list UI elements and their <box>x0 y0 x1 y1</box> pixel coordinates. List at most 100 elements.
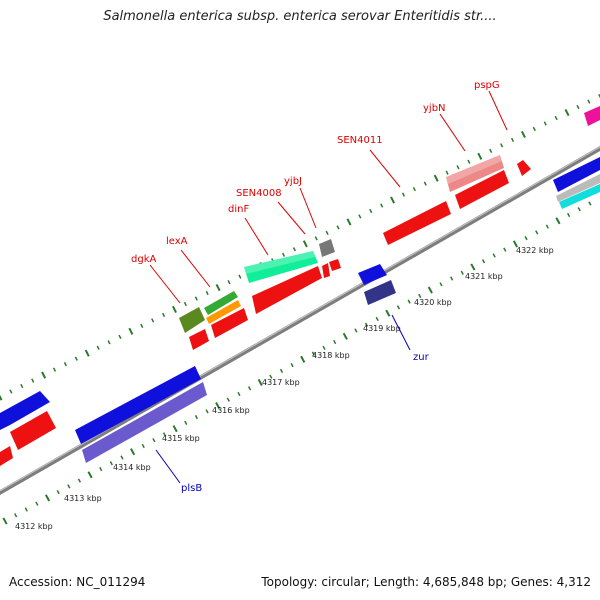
gene-label[interactable]: lexA <box>166 236 188 247</box>
tick-label: 4313 kbp <box>64 494 102 503</box>
tick-mark <box>237 391 241 397</box>
gene-label[interactable]: yjbN <box>423 103 446 114</box>
gene-feature[interactable] <box>364 280 396 305</box>
tick-mark <box>456 165 460 170</box>
tick-mark <box>56 490 60 495</box>
tick-mark <box>77 478 82 483</box>
gene-label[interactable]: SEN4008 <box>236 188 282 199</box>
gene-label[interactable]: SEN4011 <box>337 135 383 146</box>
tick-mark <box>512 240 518 248</box>
tick-mark <box>477 152 483 160</box>
gene-label[interactable]: zur <box>413 352 430 363</box>
tick-mark <box>503 247 507 252</box>
tick-mark <box>520 130 526 138</box>
feature-shading <box>244 155 502 274</box>
tick-mark <box>576 104 580 110</box>
tick-mark <box>470 263 476 271</box>
gene-feature[interactable] <box>553 157 600 192</box>
tick-mark <box>433 174 439 182</box>
tick-mark <box>96 345 100 350</box>
gene-label[interactable]: plsB <box>181 483 202 494</box>
tick-mark <box>460 270 464 275</box>
gene-feature[interactable] <box>204 291 238 315</box>
tick-mark <box>396 305 401 310</box>
tick-mark <box>566 212 571 218</box>
gene-feature[interactable] <box>559 184 600 209</box>
tick-mark <box>279 368 284 374</box>
tick-mark <box>588 201 592 206</box>
tick-mark <box>205 290 209 296</box>
tick-mark <box>269 374 273 379</box>
gene-feature[interactable] <box>211 308 248 338</box>
gene-label[interactable]: yjbJ <box>284 176 302 187</box>
tick-mark <box>118 334 122 339</box>
gene-feature[interactable] <box>584 106 600 126</box>
gene-feature[interactable] <box>329 259 341 271</box>
tick-mark <box>554 115 558 121</box>
tick-mark <box>41 371 47 379</box>
tick-mark <box>510 137 515 143</box>
gene-feature[interactable] <box>179 307 205 333</box>
tick-mark <box>2 517 8 525</box>
tick-mark <box>140 323 144 329</box>
gene-feature[interactable] <box>206 300 241 324</box>
tick-mark <box>346 218 352 226</box>
tick-mark <box>375 316 379 322</box>
tick-mark <box>84 349 90 357</box>
label-leaders <box>149 90 508 484</box>
tick-mark <box>172 425 178 433</box>
tick-mark <box>535 230 539 235</box>
tick-mark <box>184 420 188 425</box>
gene-feature[interactable] <box>446 155 504 192</box>
gene-feature[interactable] <box>455 170 509 209</box>
gene-feature[interactable] <box>244 251 318 283</box>
tick-mark <box>215 401 221 410</box>
inner-tick-track <box>2 201 592 525</box>
gene-feature[interactable] <box>75 366 201 444</box>
gene-feature[interactable] <box>319 239 335 257</box>
tick-label: 4320 kbp <box>414 298 452 307</box>
tick-mark <box>141 443 145 449</box>
tick-mark <box>481 259 486 264</box>
tick-mark <box>194 414 199 420</box>
tick-mark <box>9 389 13 394</box>
tick-mark <box>87 471 93 479</box>
tick-mark <box>412 186 416 192</box>
tick-mark <box>369 208 373 214</box>
gene-feature[interactable] <box>189 329 209 350</box>
gene-label[interactable]: pspG <box>474 80 500 91</box>
tick-mark <box>492 253 496 258</box>
tick-mark <box>354 328 358 333</box>
gene-feature[interactable] <box>0 391 50 430</box>
tick-mark <box>423 181 427 186</box>
tick-mark <box>281 252 286 257</box>
tick-mark <box>311 351 316 356</box>
gene-feature[interactable] <box>556 174 600 202</box>
tick-mark <box>336 225 340 230</box>
gene-feature[interactable] <box>322 263 330 278</box>
tick-mark <box>14 513 18 518</box>
gene-feature[interactable] <box>10 411 56 450</box>
gene-feature[interactable] <box>383 201 451 245</box>
tick-mark <box>524 236 528 241</box>
tick-mark <box>489 148 493 153</box>
tick-label: 4319 kbp <box>363 324 401 333</box>
tick-mark <box>290 363 294 368</box>
tick-mark <box>385 309 391 317</box>
tick-mark <box>564 108 570 117</box>
gene-feature[interactable] <box>252 266 322 314</box>
gene-feature[interactable] <box>0 446 13 466</box>
tick-mark <box>407 299 411 304</box>
gene-feature[interactable] <box>517 160 531 176</box>
tick-mark <box>20 383 24 389</box>
gene-label[interactable]: dinF <box>228 204 249 215</box>
tick-mark <box>545 224 549 229</box>
tick-mark <box>99 466 103 472</box>
gene-feature[interactable] <box>82 382 207 463</box>
gene-label[interactable]: dgkA <box>131 254 156 265</box>
gene-feature[interactable] <box>358 264 387 285</box>
tick-mark <box>162 312 166 318</box>
tick-mark <box>325 230 329 236</box>
tick-mark <box>183 301 187 307</box>
